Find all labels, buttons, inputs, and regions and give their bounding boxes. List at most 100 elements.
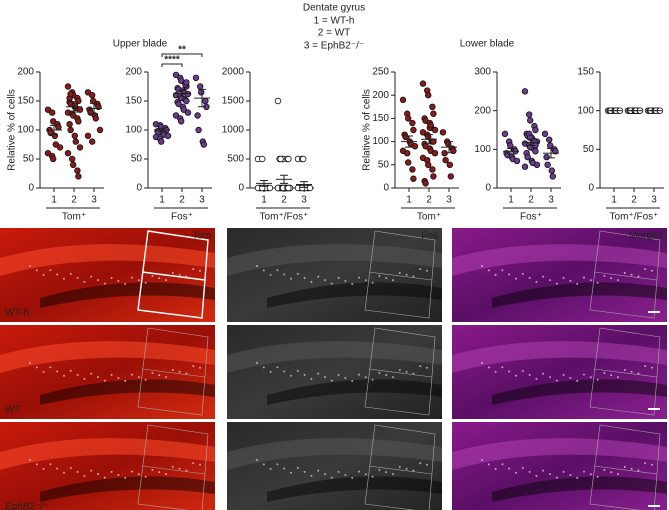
- tissue-band: [452, 438, 667, 470]
- cell: [269, 370, 272, 373]
- cell: [76, 470, 79, 473]
- data-point: [513, 157, 521, 165]
- cell: [610, 471, 613, 474]
- cell: [262, 463, 265, 466]
- data-point: [306, 184, 314, 192]
- y-tick-label: 150: [372, 113, 389, 124]
- cell: [358, 276, 360, 279]
- cell: [344, 279, 347, 282]
- cell: [569, 376, 572, 379]
- tissue-band: [227, 244, 442, 276]
- data-point: [419, 80, 427, 87]
- cell: [378, 274, 381, 277]
- cell: [290, 374, 292, 377]
- cell: [651, 463, 653, 466]
- x-label: Tom⁺/Fos⁺: [260, 212, 309, 223]
- data-point: [75, 97, 82, 105]
- y-tick-label: 200: [125, 67, 142, 78]
- cell: [90, 469, 93, 472]
- cell: [371, 378, 374, 381]
- data-point: [184, 109, 192, 116]
- cell: [358, 470, 360, 473]
- cell: [494, 467, 497, 470]
- legend-line: 3 = EphB2⁻/⁻: [304, 41, 364, 52]
- cell: [83, 474, 86, 477]
- cell: [364, 279, 367, 282]
- data-point: [76, 106, 84, 113]
- cell: [378, 468, 381, 471]
- cell: [521, 272, 524, 275]
- cell: [165, 376, 167, 379]
- data-point: [84, 132, 92, 139]
- cell: [630, 467, 633, 470]
- data-point: [184, 90, 192, 98]
- cell: [35, 366, 38, 369]
- x-tick-label: 2: [71, 195, 77, 206]
- data-point: [425, 91, 432, 99]
- y-tick-label: 150: [577, 67, 594, 78]
- error-bar: [507, 148, 515, 155]
- cell: [131, 373, 133, 376]
- data-point: [76, 144, 84, 151]
- cell: [549, 376, 551, 379]
- data-point: [552, 148, 559, 155]
- cell: [42, 273, 45, 276]
- cell: [521, 466, 524, 469]
- tissue-band: [492, 379, 667, 405]
- x-label: Tom⁺: [62, 212, 86, 223]
- image: [227, 325, 442, 419]
- channel-label: Tom: [192, 231, 211, 242]
- cell: [542, 275, 545, 278]
- cell: [330, 282, 333, 285]
- data-point: [532, 148, 539, 155]
- cell: [371, 281, 374, 284]
- y-tick-label: 250: [372, 67, 389, 78]
- data-point: [430, 110, 437, 117]
- region-outline: [589, 230, 661, 319]
- cell: [412, 275, 415, 278]
- data-point: [549, 173, 556, 180]
- y-tick-label: 200: [372, 90, 389, 101]
- cell: [549, 473, 551, 476]
- error-bar: [405, 135, 413, 148]
- cell: [178, 467, 181, 470]
- cell: [549, 279, 551, 282]
- y-tick-label: 100: [17, 125, 34, 136]
- data-point: [68, 155, 76, 163]
- image: [0, 228, 215, 322]
- significance-label: **: [178, 45, 186, 56]
- cell: [269, 273, 272, 276]
- image-panel: WT: [0, 325, 215, 419]
- error-bar: [445, 141, 453, 154]
- region-outline: [364, 230, 436, 319]
- significance-label: ****: [164, 55, 180, 66]
- y-tick-label: 0: [383, 183, 389, 194]
- y-tick-label: 300: [474, 67, 491, 78]
- cell: [351, 282, 354, 285]
- data-point: [422, 180, 429, 187]
- cell: [398, 271, 401, 274]
- figure-title: Dentate gyrus: [303, 3, 365, 14]
- cell: [56, 467, 59, 470]
- cell: [481, 362, 483, 364]
- cell: [171, 368, 174, 371]
- data-point: [544, 161, 551, 168]
- data-point: [56, 144, 64, 151]
- cell: [494, 370, 497, 373]
- cell: [576, 476, 579, 479]
- cell: [501, 269, 504, 272]
- data-point: [202, 97, 209, 105]
- cell: [487, 366, 490, 369]
- cell: [283, 467, 286, 470]
- data-point: [183, 97, 190, 105]
- cell: [501, 463, 504, 466]
- cell: [103, 379, 106, 382]
- data-point: [404, 149, 411, 157]
- tissue-band: [452, 244, 667, 276]
- cell: [69, 466, 72, 469]
- region-outline: [137, 327, 209, 416]
- cell: [487, 269, 490, 272]
- region-outline: [364, 424, 436, 510]
- data-point: [543, 153, 550, 161]
- image-panel: Merged: [452, 228, 667, 322]
